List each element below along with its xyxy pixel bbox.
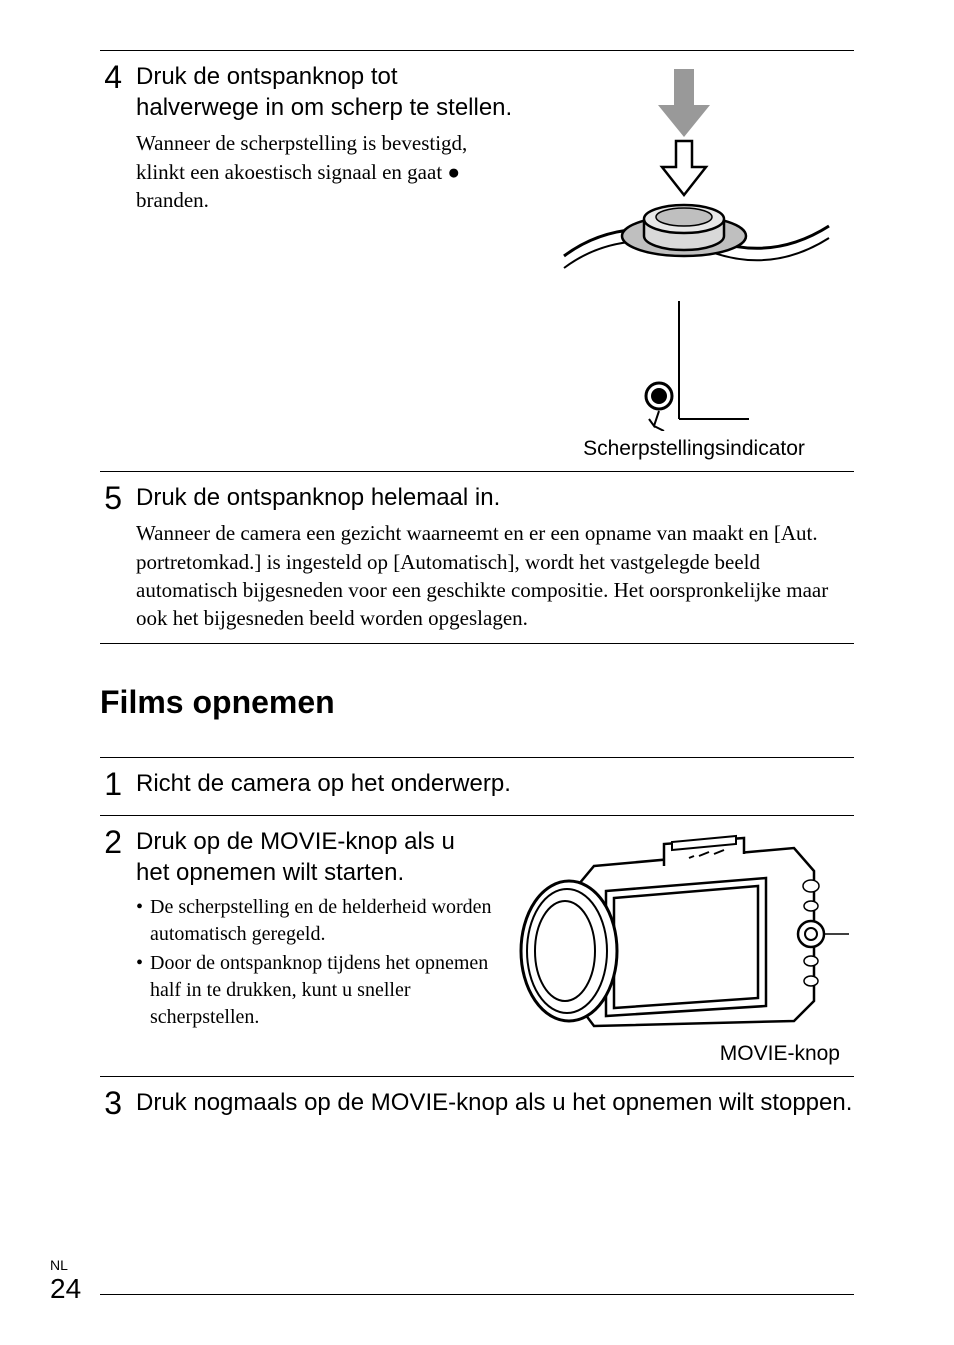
step-title: Druk de ontspanknop tot halverwege in om… <box>136 61 514 123</box>
step-number: 2 <box>100 826 122 1066</box>
footer-language: NL <box>50 1257 81 1273</box>
camera-illustration <box>514 826 854 1036</box>
dot-icon: ● <box>447 160 460 184</box>
bullet-item: De scherpstelling en de helderheid worde… <box>136 894 494 948</box>
desc-pre: Wanneer de scherpstelling is bevestigd, … <box>136 131 467 183</box>
divider <box>100 643 854 644</box>
step-number: 4 <box>100 61 122 461</box>
step-desc: Wanneer de camera een gezicht waarneemt … <box>136 519 854 632</box>
focus-indicator-illustration <box>639 301 749 431</box>
step-number: 1 <box>100 768 122 805</box>
step-4: 4 Druk de ontspanknop tot halverwege in … <box>100 51 854 471</box>
step-number: 5 <box>100 482 122 633</box>
shutter-illustration <box>554 61 834 281</box>
desc-post: branden. <box>136 188 209 212</box>
step-title: Druk op de MOVIE-knop als u het opnemen … <box>136 826 494 888</box>
bullet-list: De scherpstelling en de helderheid worde… <box>136 894 494 1031</box>
step-title: Druk nogmaals op de MOVIE-knop als u het… <box>136 1087 854 1118</box>
movie-step-1: 1 Richt de camera op het onderwerp. <box>100 758 854 815</box>
page-footer: NL 24 <box>50 1257 81 1305</box>
step-title: Richt de camera op het onderwerp. <box>136 768 854 799</box>
step-5: 5 Druk de ontspanknop helemaal in. Wanne… <box>100 472 854 643</box>
footer-page-number: 24 <box>50 1273 81 1305</box>
movie-button-label: MOVIE-knop <box>720 1042 840 1066</box>
movie-step-2: 2 Druk op de MOVIE-knop als u het opneme… <box>100 816 854 1076</box>
step-desc: Wanneer de scherpstelling is bevestigd, … <box>136 129 514 214</box>
bullet-item: Door de ontspanknop tijdens het opnemen … <box>136 950 494 1031</box>
step-title: Druk de ontspanknop helemaal in. <box>136 482 854 513</box>
movie-step-3: 3 Druk nogmaals op de MOVIE-knop als u h… <box>100 1077 854 1128</box>
step-number: 3 <box>100 1087 122 1124</box>
focus-indicator-caption: Scherpstellingsindicator <box>583 437 805 461</box>
section-title: Films opnemen <box>100 684 854 721</box>
footer-divider <box>100 1294 854 1295</box>
